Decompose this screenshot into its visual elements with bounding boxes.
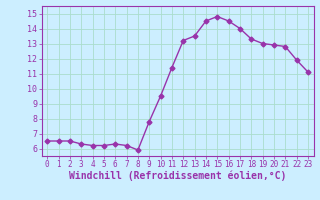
X-axis label: Windchill (Refroidissement éolien,°C): Windchill (Refroidissement éolien,°C) <box>69 171 286 181</box>
